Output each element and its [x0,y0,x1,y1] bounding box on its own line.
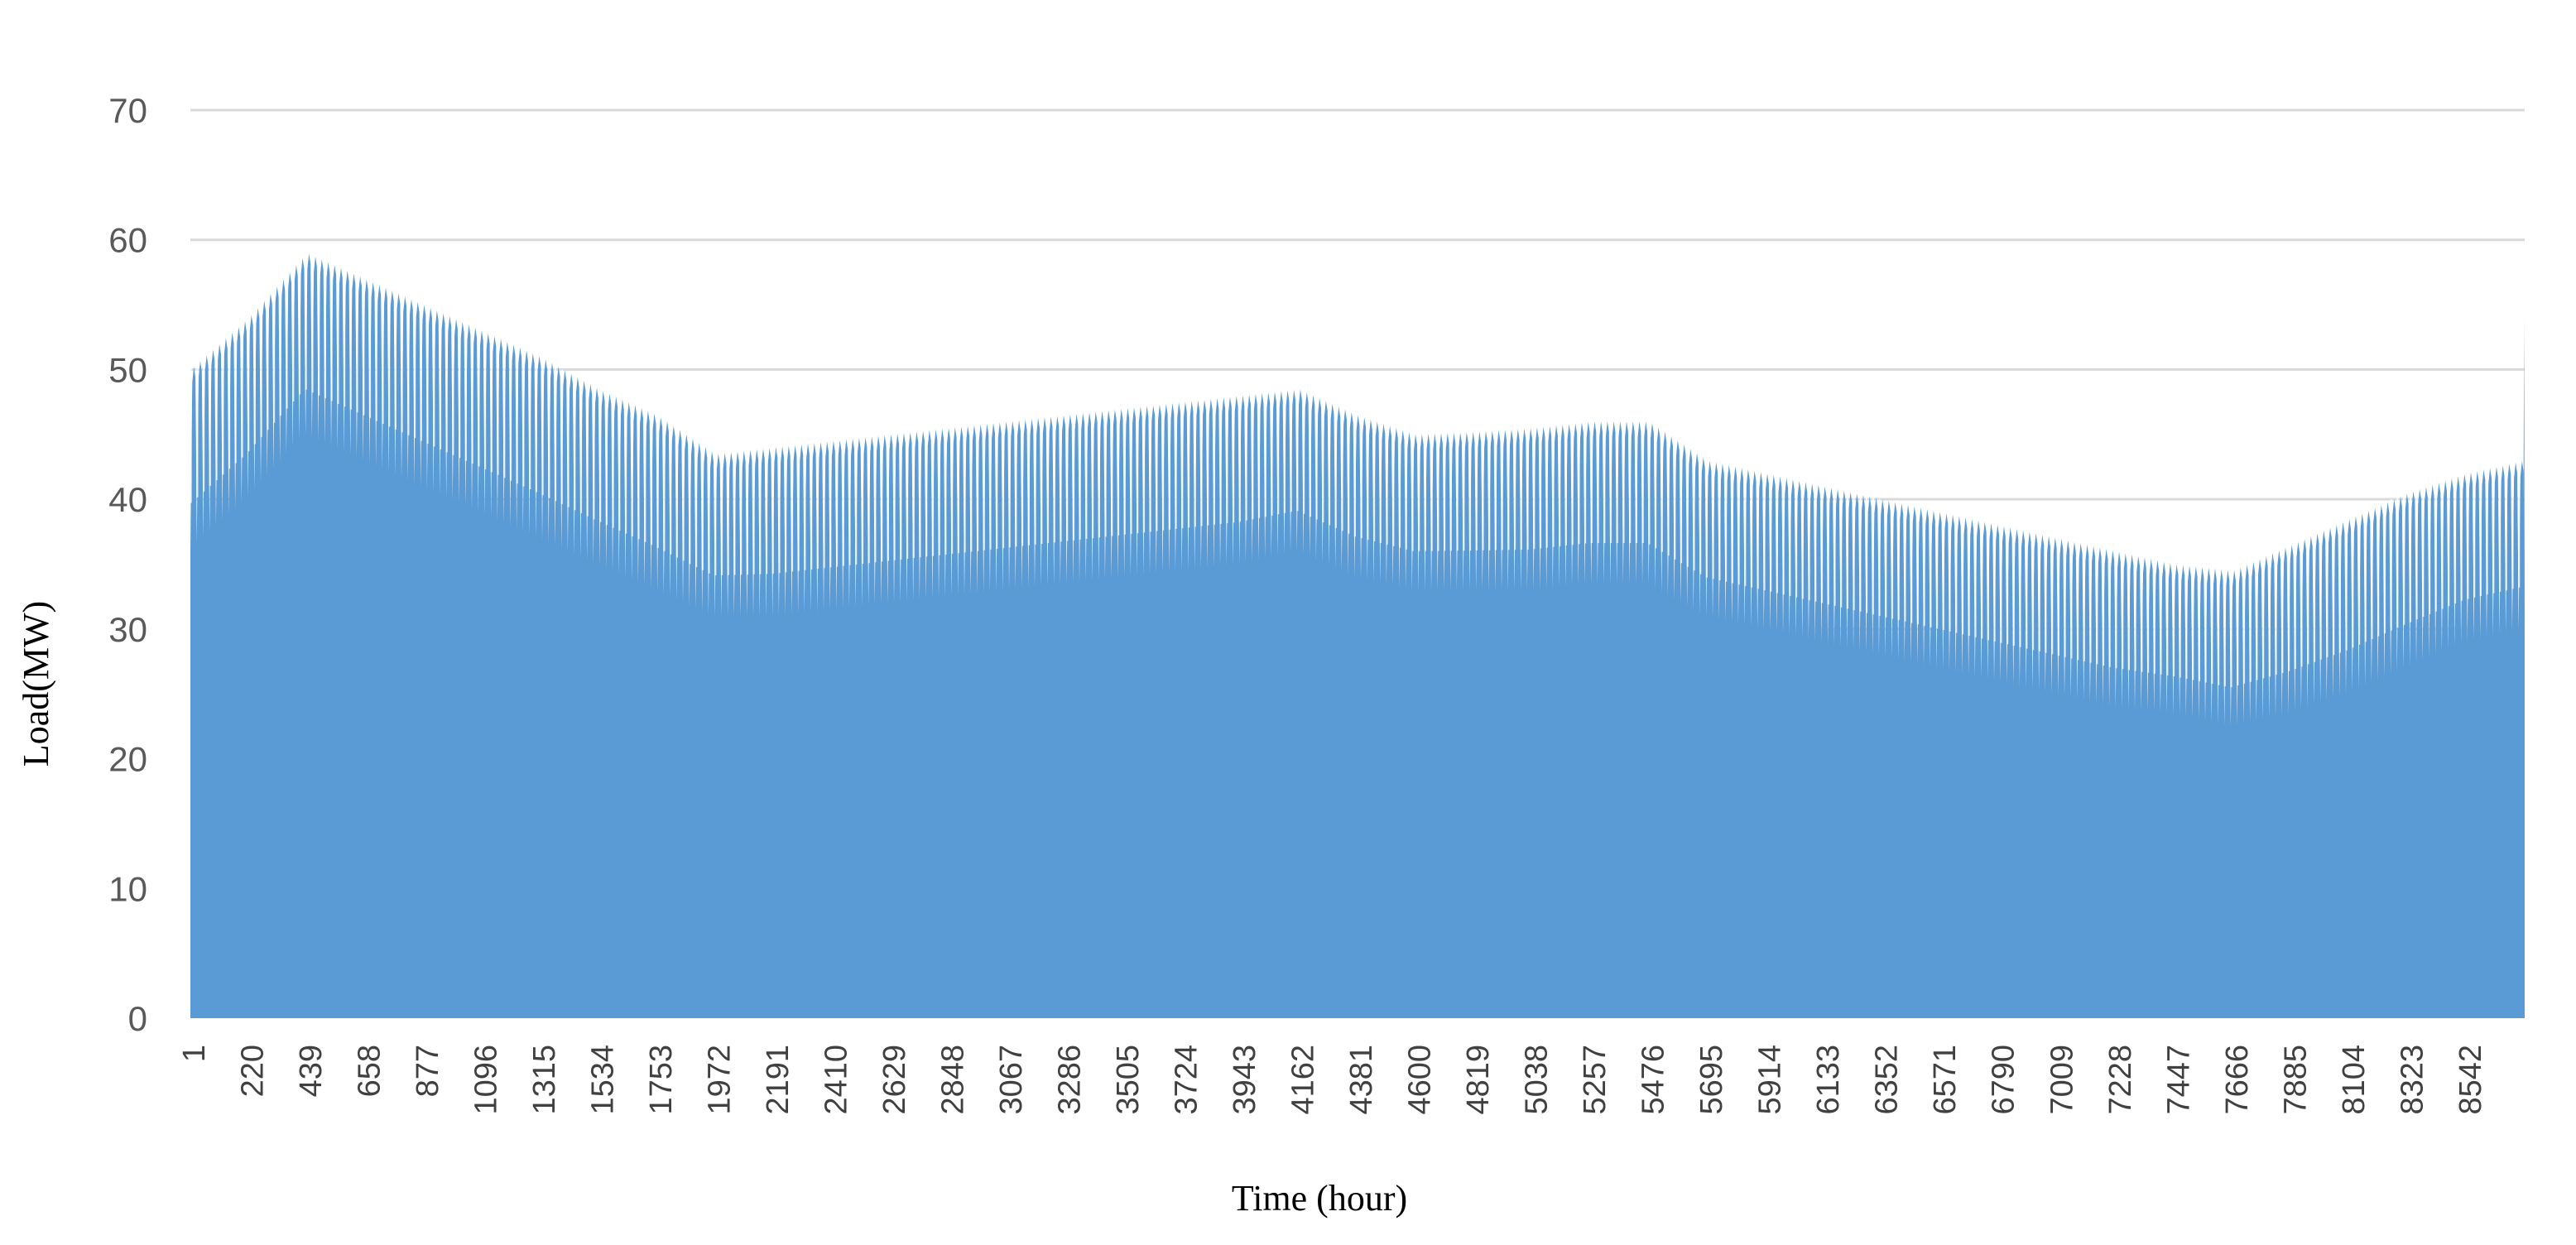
y-tick-label: 30 [108,610,147,649]
x-tick-label: 1 [177,1045,212,1062]
x-tick-label: 877 [411,1045,445,1097]
x-tick-label: 1315 [527,1045,562,1115]
x-axis-title: Time (hour) [1232,1178,1407,1219]
x-tick-label: 2848 [936,1045,971,1115]
x-tick-label: 658 [353,1045,387,1097]
x-tick-label: 3067 [994,1045,1029,1115]
x-tick-label: 7447 [2161,1045,2196,1115]
x-tick-label: 2191 [761,1045,795,1115]
y-axis-title: Load(MW) [16,601,56,767]
y-tick-label: 50 [108,350,147,389]
x-tick-label: 6352 [1870,1045,1905,1115]
x-tick-label: 1972 [703,1045,738,1115]
x-tick-label: 3724 [1170,1045,1204,1115]
y-tick-label: 40 [108,480,147,519]
y-tick-label: 10 [108,869,147,908]
x-tick-label: 7885 [2278,1045,2313,1115]
x-tick-label: 1753 [644,1045,679,1115]
y-tick-label: 0 [128,999,147,1038]
x-tick-label: 1096 [469,1045,504,1115]
x-tick-label: 220 [236,1045,271,1097]
y-tick-label: 60 [108,221,147,260]
x-tick-label: 3943 [1228,1045,1262,1115]
load-area [190,253,2525,1018]
x-tick-label: 1534 [586,1045,621,1115]
x-tick-label: 2410 [819,1045,854,1115]
x-tick-label: 439 [294,1045,329,1097]
x-tick-label: 4381 [1344,1045,1379,1115]
y-axis: 0 10 20 30 40 50 60 70 [108,91,147,1038]
y-tick-label: 20 [108,740,147,779]
x-tick-label: 4600 [1403,1045,1438,1115]
x-tick-label: 6571 [1928,1045,1963,1115]
x-tick-label: 8323 [2395,1045,2429,1115]
x-tick-label: 6790 [1987,1045,2021,1115]
x-tick-label: 7666 [2220,1045,2255,1115]
x-tick-label: 5695 [1694,1045,1729,1115]
x-tick-label: 5914 [1753,1045,1788,1115]
x-tick-label: 3286 [1053,1045,1088,1115]
y-tick-label: 70 [108,91,147,130]
x-axis: 1 220 439 658 877 1096 1315 1534 1753 1972 2191 241… [177,1045,2488,1115]
load-series [190,253,2525,1018]
x-tick-label: 8104 [2337,1045,2372,1115]
x-tick-label: 3505 [1111,1045,1146,1115]
x-tick-label: 7009 [2045,1045,2079,1115]
x-tick-label: 6133 [1811,1045,1846,1115]
x-tick-label: 2629 [877,1045,912,1115]
x-tick-label: 5038 [1520,1045,1555,1115]
x-tick-label: 5257 [1578,1045,1612,1115]
x-tick-label: 4819 [1461,1045,1496,1115]
x-tick-label: 8542 [2453,1045,2488,1115]
hourly-texture [190,253,2521,688]
x-tick-label: 7228 [2103,1045,2138,1115]
x-tick-label: 5476 [1636,1045,1671,1115]
x-tick-label: 4162 [1286,1045,1321,1115]
